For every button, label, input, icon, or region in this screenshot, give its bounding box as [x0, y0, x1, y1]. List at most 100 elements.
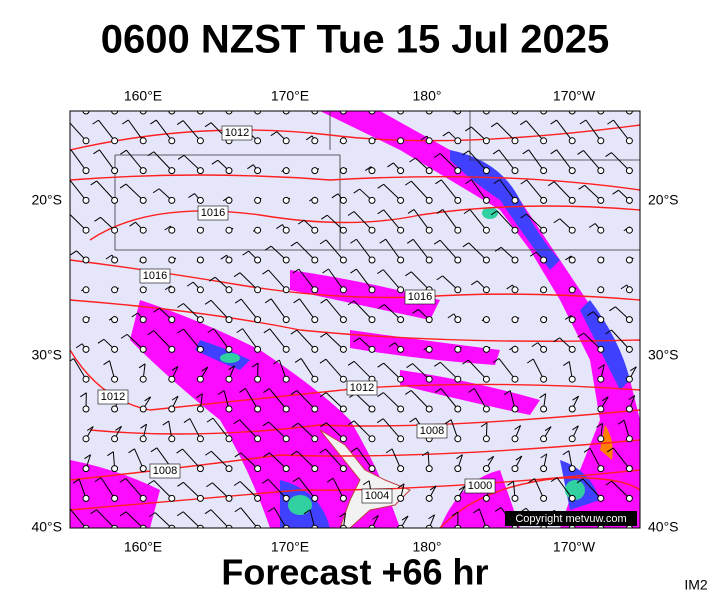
barb-station	[425, 345, 433, 353]
barb-station	[139, 137, 147, 145]
barb-station	[625, 226, 633, 234]
barb-station	[425, 111, 433, 115]
barb-station	[225, 524, 233, 528]
barb-feather	[119, 511, 127, 517]
barb-station	[568, 256, 576, 264]
barb-feather	[494, 246, 502, 252]
barb-feather	[385, 448, 393, 454]
barb-station	[311, 345, 319, 353]
barb-station	[540, 167, 548, 175]
isobar-label: 1012	[350, 382, 374, 394]
barb-station	[482, 405, 490, 413]
barb-feather	[320, 422, 327, 428]
barb-feather	[601, 396, 609, 402]
barb-station	[139, 494, 147, 502]
barb-staff	[628, 111, 630, 112]
barb-station	[597, 375, 605, 383]
barb-station	[254, 405, 262, 413]
barb-station	[625, 196, 633, 204]
barb-staff	[298, 268, 316, 291]
isobar-label-box	[404, 289, 436, 305]
barb-staff	[528, 149, 545, 171]
barb-feather	[322, 268, 329, 274]
barb-staff	[383, 392, 401, 410]
barb-station	[368, 226, 376, 234]
barb-feather	[605, 152, 612, 157]
barb-station	[511, 316, 519, 324]
barb-staff	[126, 149, 144, 171]
barb-staff	[269, 328, 287, 350]
barb-feather	[434, 361, 441, 367]
barb-station	[339, 316, 347, 324]
barb-feather	[105, 254, 113, 260]
barb-station	[111, 226, 119, 234]
barb-feather	[420, 135, 428, 141]
barb-staff	[267, 478, 287, 499]
barb-feather	[433, 153, 441, 158]
barb-station	[196, 256, 204, 264]
isobar-label: 1008	[420, 425, 444, 437]
barb-station	[111, 345, 119, 353]
barb-staff	[328, 268, 344, 291]
barb-station	[282, 137, 290, 145]
barb-feather	[433, 239, 441, 245]
barb-station	[425, 405, 433, 413]
barb-feather	[507, 480, 514, 486]
barb-feather	[90, 180, 98, 186]
barb-feather	[472, 508, 480, 514]
barb-staff	[583, 332, 602, 350]
barb-feather	[129, 221, 136, 227]
barb-feather	[92, 119, 99, 125]
barb-station	[597, 316, 605, 324]
barb-station	[368, 137, 376, 145]
barb-staff	[356, 268, 373, 291]
barb-staff	[526, 213, 544, 231]
barb-feather	[498, 101, 504, 105]
barb-station	[568, 286, 576, 294]
barb-station	[82, 435, 90, 443]
barb-feather	[152, 188, 160, 194]
barb-feather	[347, 211, 355, 216]
barb-feather	[350, 447, 358, 453]
barb-staff	[99, 149, 116, 171]
barb-staff	[326, 298, 344, 320]
barb-station	[625, 405, 633, 413]
barb-feather	[451, 511, 459, 517]
barb-feather	[465, 126, 472, 132]
barb-feather	[583, 447, 591, 453]
barb-staff	[473, 388, 487, 410]
barb-station	[225, 316, 233, 324]
barb-staff	[485, 111, 487, 112]
barb-feather	[487, 455, 494, 461]
lon-label: 180°	[413, 88, 442, 104]
barb-staff	[127, 119, 144, 142]
barb-staff	[183, 481, 201, 499]
barb-feather	[186, 281, 194, 287]
barb-staff	[70, 508, 87, 528]
barb-feather	[520, 213, 527, 219]
barb-staff	[440, 179, 459, 201]
barb-feather	[353, 188, 360, 194]
barb-feather	[147, 480, 155, 485]
barb-feather	[377, 392, 384, 397]
barb-station	[339, 345, 347, 353]
barb-staff	[391, 448, 402, 469]
barb-station	[139, 345, 147, 353]
barb-station	[540, 465, 548, 473]
barb-station	[454, 167, 462, 175]
barb-feather	[376, 418, 384, 424]
barb-station	[111, 316, 119, 324]
barb-station	[568, 405, 576, 413]
barb-feather	[492, 358, 500, 363]
barb-station	[540, 494, 548, 502]
barb-feather	[406, 238, 414, 244]
barb-staff	[154, 512, 173, 528]
barb-feather	[320, 298, 327, 304]
barb-station	[168, 111, 176, 115]
barb-station	[511, 111, 519, 115]
barb-station	[454, 256, 462, 264]
barb-feather	[239, 388, 246, 393]
barb-feather	[608, 90, 614, 94]
barb-feather	[147, 330, 155, 336]
barb-feather	[607, 119, 614, 125]
